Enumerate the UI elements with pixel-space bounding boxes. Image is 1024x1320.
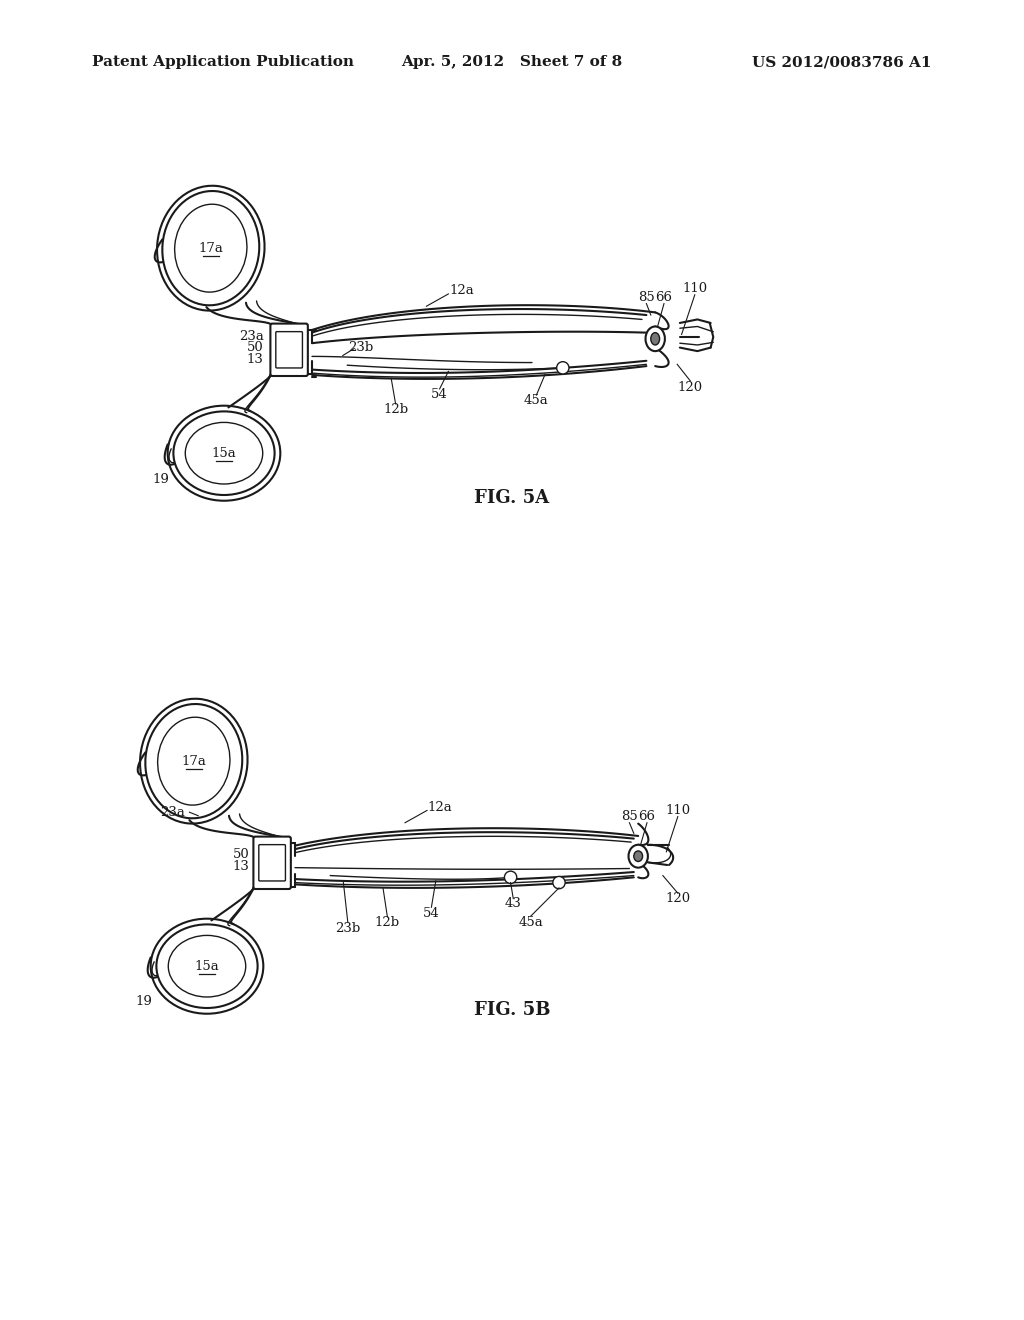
Ellipse shape — [158, 717, 230, 805]
Text: 110: 110 — [682, 282, 708, 296]
Ellipse shape — [175, 205, 247, 292]
Text: 23b: 23b — [335, 921, 360, 935]
Ellipse shape — [651, 333, 659, 345]
Circle shape — [557, 362, 569, 374]
Circle shape — [505, 871, 517, 883]
Text: 17a: 17a — [181, 755, 206, 768]
Text: 23a: 23a — [239, 330, 263, 343]
Ellipse shape — [168, 936, 246, 997]
Ellipse shape — [634, 851, 643, 862]
Text: 50: 50 — [232, 847, 249, 861]
Text: 54: 54 — [431, 388, 447, 401]
FancyBboxPatch shape — [253, 837, 291, 888]
Text: 13: 13 — [247, 352, 263, 366]
Text: 19: 19 — [135, 995, 153, 1008]
Text: 19: 19 — [153, 473, 169, 486]
Ellipse shape — [185, 422, 263, 484]
Text: 13: 13 — [232, 861, 249, 874]
FancyBboxPatch shape — [259, 845, 286, 880]
Text: 120: 120 — [678, 380, 702, 393]
Ellipse shape — [645, 326, 665, 351]
Ellipse shape — [629, 845, 648, 867]
Text: 12a: 12a — [450, 284, 474, 297]
Text: 12a: 12a — [428, 801, 453, 814]
Text: Patent Application Publication: Patent Application Publication — [92, 55, 354, 69]
Text: 23a: 23a — [160, 805, 185, 818]
Text: 15a: 15a — [212, 446, 237, 459]
Ellipse shape — [163, 191, 259, 305]
Circle shape — [553, 876, 565, 888]
FancyBboxPatch shape — [275, 331, 302, 368]
Text: 85: 85 — [621, 810, 638, 824]
Text: 43: 43 — [505, 898, 521, 911]
Text: 23b: 23b — [348, 341, 373, 354]
Text: Apr. 5, 2012   Sheet 7 of 8: Apr. 5, 2012 Sheet 7 of 8 — [401, 55, 623, 69]
Ellipse shape — [173, 412, 274, 495]
Text: 54: 54 — [423, 907, 439, 920]
Ellipse shape — [145, 704, 243, 818]
Text: 12b: 12b — [375, 916, 400, 929]
Text: 66: 66 — [639, 810, 655, 824]
Text: 50: 50 — [247, 341, 263, 354]
FancyBboxPatch shape — [270, 323, 308, 376]
Text: 110: 110 — [666, 804, 690, 817]
Text: 45a: 45a — [518, 916, 543, 929]
Ellipse shape — [157, 924, 258, 1008]
Text: 45a: 45a — [524, 393, 549, 407]
Text: 12b: 12b — [383, 403, 409, 416]
Text: FIG. 5A: FIG. 5A — [474, 488, 550, 507]
Text: 66: 66 — [655, 290, 673, 304]
Text: FIG. 5B: FIG. 5B — [474, 1001, 550, 1019]
Text: 15a: 15a — [195, 960, 219, 973]
Text: 120: 120 — [666, 892, 690, 906]
Text: 17a: 17a — [199, 242, 223, 255]
Text: US 2012/0083786 A1: US 2012/0083786 A1 — [753, 55, 932, 69]
Text: 85: 85 — [638, 290, 654, 304]
